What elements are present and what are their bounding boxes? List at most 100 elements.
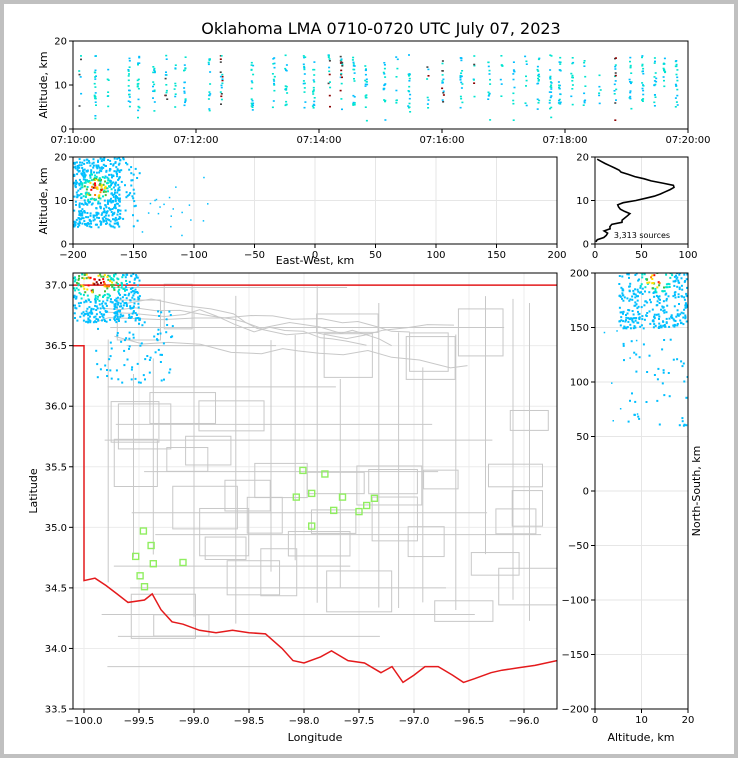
east-west-source — [97, 226, 100, 229]
north-south-source — [641, 293, 644, 295]
time-height-source — [107, 105, 110, 108]
east-west-source — [83, 175, 86, 178]
time-height-source — [558, 98, 561, 101]
east-west-source — [86, 212, 89, 214]
plan-view-source — [102, 294, 105, 297]
time-height-source — [548, 102, 551, 104]
time-height-source — [614, 80, 617, 82]
time-height-source — [676, 94, 679, 97]
time-height-source — [427, 107, 430, 109]
east-west-source — [83, 162, 86, 165]
plan-view-source — [121, 300, 124, 303]
time-height-source — [93, 71, 96, 74]
east-west-y-tick-label: 0 — [61, 240, 67, 251]
east-west-source — [118, 177, 120, 180]
east-west-source — [109, 208, 112, 211]
plan-view-source — [133, 292, 136, 295]
north-south-source — [633, 304, 636, 307]
east-west-source — [79, 187, 82, 190]
time-height-source — [220, 86, 223, 89]
east-west-source — [111, 214, 114, 217]
time-height-source — [128, 57, 131, 60]
north-south-source — [632, 289, 635, 292]
north-south-source — [676, 273, 679, 275]
east-west-source — [110, 173, 113, 176]
time-height-source — [183, 104, 186, 107]
east-west-source — [73, 209, 76, 212]
time-height-source — [613, 90, 616, 92]
time-height-source — [584, 75, 587, 78]
plan-view-source — [77, 284, 80, 287]
east-west-source — [78, 220, 81, 223]
plan-view-source — [83, 287, 86, 290]
time-height-source — [128, 66, 131, 68]
east-west-source — [73, 173, 76, 176]
north-south-source — [626, 326, 629, 329]
time-height-source — [537, 80, 540, 82]
plan-view-source — [105, 311, 108, 313]
county-outline — [204, 536, 247, 560]
time-height-source — [107, 68, 110, 71]
north-south-y-tick-label: 200 — [570, 269, 589, 280]
north-south-source — [653, 315, 656, 318]
plan-view-x-tick-label: −97.0 — [399, 716, 430, 727]
time-height-source — [598, 102, 601, 105]
east-west-source — [108, 185, 111, 188]
time-height-source — [641, 87, 644, 90]
time-height-source — [312, 93, 315, 95]
time-height-source — [570, 95, 573, 98]
time-height-source — [153, 89, 156, 92]
north-south-source — [622, 312, 624, 315]
time-height-source — [550, 91, 553, 93]
east-west-source — [134, 167, 137, 170]
east-west-source — [99, 223, 102, 226]
north-south-source — [631, 320, 634, 323]
north-south-source — [672, 295, 675, 298]
east-west-source — [99, 205, 102, 208]
plan-view-source — [137, 306, 140, 309]
north-south-source — [652, 292, 655, 294]
east-west-source — [88, 193, 91, 196]
plan-view-source — [82, 319, 85, 322]
county-outline — [371, 496, 418, 542]
plan-view-y-tick-label: 35.5 — [45, 462, 67, 473]
plan-view-source — [159, 353, 162, 356]
east-west-source — [77, 225, 79, 228]
north-south-source — [677, 314, 680, 317]
time-height-source — [303, 73, 306, 75]
plan-view-source — [114, 302, 117, 305]
plan-view-y-tick-label: 33.5 — [45, 705, 67, 716]
time-height-source — [559, 61, 562, 64]
north-south-source — [619, 311, 622, 314]
east-west-source — [114, 181, 117, 184]
north-south-source — [649, 298, 651, 301]
north-south-source — [658, 295, 661, 298]
time-height-source — [184, 98, 187, 100]
east-west-source — [136, 219, 139, 222]
time-height-source — [365, 81, 368, 83]
time-height-source — [165, 89, 168, 92]
east-west-source — [125, 196, 128, 199]
plan-view-source — [132, 294, 135, 297]
plan-view-source — [98, 303, 101, 306]
time-height-source — [598, 94, 601, 97]
time-height-source — [441, 60, 444, 62]
north-south-source — [634, 319, 637, 322]
east-west-source — [97, 202, 100, 205]
plan-view-source — [105, 304, 108, 307]
time-height-source — [93, 82, 96, 85]
north-south-source — [662, 371, 665, 374]
time-height-source — [78, 70, 81, 72]
east-west-source — [111, 194, 114, 196]
time-height-source — [655, 80, 658, 83]
east-west-source — [106, 210, 109, 213]
lma-station-marker — [370, 494, 379, 502]
north-south-source — [622, 299, 625, 302]
state-border — [73, 284, 557, 684]
plan-view-source — [101, 319, 103, 322]
plan-view-source — [95, 281, 98, 284]
plan-view-source — [115, 321, 118, 324]
east-west-source — [90, 179, 93, 182]
east-west-source — [94, 184, 97, 187]
east-west-source — [96, 186, 99, 189]
